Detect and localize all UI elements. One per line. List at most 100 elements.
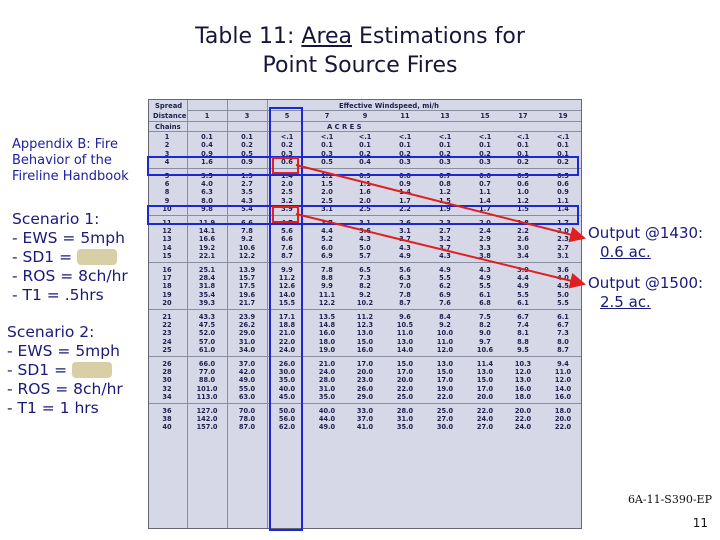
area-cell: 22.0 xyxy=(278,337,296,346)
area-cell: 9.2 xyxy=(241,235,253,244)
area-cell: 0.8 xyxy=(399,171,411,180)
area-cell: 40.0 xyxy=(318,406,336,415)
area-cell: 4.7 xyxy=(281,218,293,227)
area-cell: 26.0 xyxy=(278,359,296,368)
area-cell: 19.2 xyxy=(198,243,216,252)
area-cell: 3.4 xyxy=(517,251,529,260)
spread-distance-cell: 3 xyxy=(164,149,170,158)
scenario-1: Scenario 1: - EWS = 5mph - SD1 = - ROS =… xyxy=(12,210,128,305)
area-cell: 6.9 xyxy=(321,251,333,260)
area-cell: 3.7 xyxy=(321,218,333,227)
spread-distance-cell: 6 xyxy=(164,180,170,188)
area-cell: 8.7 xyxy=(399,298,411,307)
area-cell: 17.0 xyxy=(356,359,374,368)
area-cell: 0.1 xyxy=(557,149,569,158)
area-cell: 23.0 xyxy=(356,376,374,385)
slide-footer-code: 6A-11-S390-EP xyxy=(627,493,712,506)
area-cell: 1.8 xyxy=(517,218,529,227)
area-cell: 4.9 xyxy=(479,274,491,282)
area-cell: 12.6 xyxy=(278,282,296,291)
area-cell: 9.6 xyxy=(399,312,411,321)
area-cell: 0.4 xyxy=(201,141,213,150)
area-cell: 39.3 xyxy=(198,298,216,307)
scenario-1-t1: - T1 = .5hrs xyxy=(12,286,104,304)
area-cell: 1.4 xyxy=(399,188,411,197)
area-cell: 16.0 xyxy=(554,392,572,401)
area-cell: 45.0 xyxy=(278,392,296,401)
spread-distance-cell: 24 xyxy=(162,337,172,346)
scenario-1-ros: - ROS = 8ch/hr xyxy=(12,267,128,285)
area-cell: 5.4 xyxy=(241,204,253,213)
area-cell: 2.4 xyxy=(479,227,491,235)
area-cell: 0.3 xyxy=(479,157,491,166)
area-cell: 2.2 xyxy=(399,204,411,213)
windspeed-header-5: 5 xyxy=(284,112,290,120)
area-cell: 0.2 xyxy=(557,157,569,166)
area-cell: 157.0 xyxy=(196,423,218,432)
spread-distance-cell: 36 xyxy=(162,406,172,415)
area-cell: 20.0 xyxy=(514,406,532,415)
area-cell: 0.1 xyxy=(517,141,529,150)
area-cell: 14.0 xyxy=(554,384,572,393)
area-cell: 0.2 xyxy=(479,149,491,158)
area-cell: 1.4 xyxy=(281,171,293,180)
area-cell: 6.9 xyxy=(439,290,451,299)
area-cell: 1.7 xyxy=(479,204,491,213)
redacted-patch xyxy=(77,249,118,265)
area-cell: 0.4 xyxy=(359,157,371,166)
area-cell: 7.6 xyxy=(439,298,451,307)
area-cell: 30.0 xyxy=(436,423,454,432)
area-cell: 0.6 xyxy=(557,180,569,188)
area-cell: 1.7 xyxy=(399,196,411,205)
area-cell: 15.0 xyxy=(356,337,374,346)
area-cell: 16.0 xyxy=(356,345,374,354)
area-cell: 3.7 xyxy=(399,235,411,244)
area-cell: 42.0 xyxy=(238,368,256,376)
area-cell: 25.0 xyxy=(396,392,414,401)
area-cell: 55.0 xyxy=(238,384,256,393)
area-cell: 8.2 xyxy=(479,321,491,329)
area-cell: 0.3 xyxy=(399,157,411,166)
area-cell: 19.0 xyxy=(318,345,336,354)
area-cell: 0.5 xyxy=(557,171,569,180)
title-line-1: Table 11: Area Estimations for xyxy=(195,24,525,49)
area-cell: 1.0 xyxy=(517,188,529,197)
output-1500-value: 2.5 ac. xyxy=(600,293,651,311)
area-cell: 1.6 xyxy=(359,188,371,197)
spread-distance-cell: 32 xyxy=(162,384,172,393)
area-cell: 1.7 xyxy=(557,218,569,227)
area-cell: 101.0 xyxy=(196,384,218,393)
scenario-2-ros: - ROS = 8ch/hr xyxy=(7,380,123,398)
area-cell: <.1 xyxy=(438,133,452,141)
header-distance: Distance xyxy=(153,112,187,120)
area-cell: 0.9 xyxy=(399,180,411,188)
area-cell: 37.0 xyxy=(238,359,256,368)
area-cell: 9.2 xyxy=(439,321,451,329)
area-cell: 0.1 xyxy=(201,133,213,141)
area-cell: 2.6 xyxy=(399,218,411,227)
area-cell: 17.0 xyxy=(396,368,414,376)
area-cell: 0.2 xyxy=(439,149,451,158)
area-cell: 10.2 xyxy=(356,298,374,307)
area-cell: 5.2 xyxy=(321,235,333,244)
area-cell: 9.4 xyxy=(557,359,569,368)
grid-line-vertical xyxy=(267,100,268,528)
scenario-2-heading: Scenario 2: xyxy=(7,323,95,341)
area-cell: 2.7 xyxy=(439,227,451,235)
area-cell: 5.5 xyxy=(479,282,491,291)
area-cell: 3.1 xyxy=(557,251,569,260)
area-cell: 21.0 xyxy=(318,359,336,368)
output-1430-label: Output @1430: xyxy=(588,224,704,242)
windspeed-header-15: 15 xyxy=(480,112,490,120)
area-cell: 3.8 xyxy=(479,251,491,260)
grid-line-group xyxy=(149,167,581,169)
area-cell: 2.9 xyxy=(479,235,491,244)
grid-line-group xyxy=(149,309,581,310)
area-cell: 15.7 xyxy=(238,274,256,282)
windspeed-header-11: 11 xyxy=(400,112,410,120)
area-cell: 3.6 xyxy=(359,227,371,235)
area-cell: 0.6 xyxy=(517,180,529,188)
area-cell: 28.0 xyxy=(396,406,414,415)
area-cell: 0.5 xyxy=(517,171,529,180)
area-cell: 2.7 xyxy=(557,243,569,252)
